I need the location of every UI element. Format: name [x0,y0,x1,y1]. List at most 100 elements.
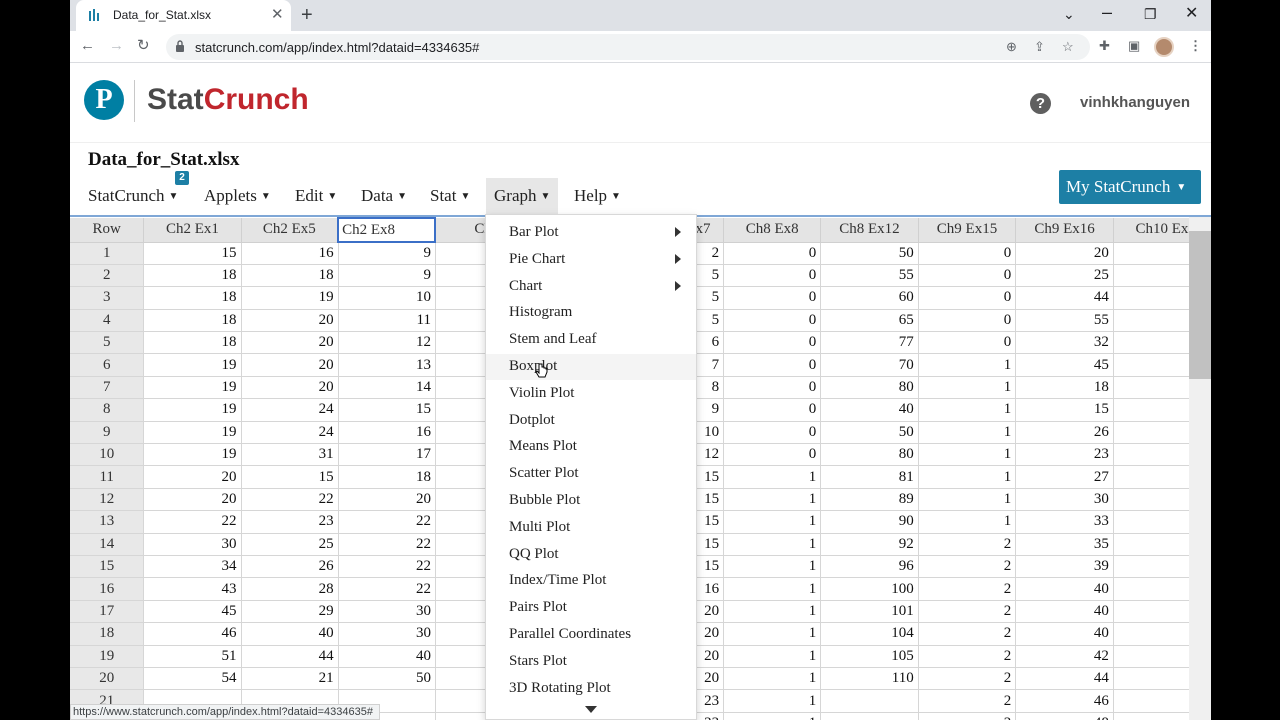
table-cell[interactable]: 0 [918,242,1017,265]
graph-menu-item[interactable]: Parallel Coordinates [486,622,696,648]
row-number[interactable]: 15 [70,555,145,579]
table-cell[interactable]: 89 [820,488,919,512]
table-cell[interactable]: 23 [673,712,725,720]
table-cell[interactable]: 20 [1015,242,1114,265]
graph-menu-item[interactable]: Pie Chart [486,247,696,273]
table-cell[interactable]: 40 [1015,577,1114,601]
table-cell[interactable]: 2 [918,689,1017,713]
table-cell[interactable]: 21 [241,667,339,691]
table-cell[interactable]: 65 [820,309,919,333]
table-cell[interactable]: 28 [241,577,339,601]
table-cell[interactable] [820,689,919,713]
table-cell[interactable]: 1 [723,555,822,579]
table-cell[interactable]: 18 [338,465,436,489]
menu-edit[interactable]: Edit ▼ [295,178,337,214]
column-header[interactable]: Ch8 Ex8 [723,218,822,243]
table-cell[interactable]: 1 [723,510,822,534]
table-cell[interactable]: 9 [338,264,436,288]
menu-statcrunch[interactable]: StatCrunch ▼ [88,178,178,214]
bookmark-star-icon[interactable]: ☆ [1062,39,1074,54]
table-cell[interactable]: 77 [820,331,919,355]
table-cell[interactable]: 80 [820,443,919,467]
graph-menu-item[interactable]: Dotplot [486,408,696,434]
row-number[interactable]: 9 [70,421,145,445]
table-cell[interactable]: 20 [338,488,436,512]
table-cell[interactable]: 30 [338,622,436,646]
table-cell[interactable]: 46 [143,622,242,646]
menu-applets[interactable]: Applets ▼ [204,178,271,214]
table-cell[interactable]: 16 [338,421,436,445]
table-cell[interactable]: 0 [918,331,1017,355]
table-cell[interactable]: 34 [143,555,242,579]
table-cell[interactable]: 30 [338,600,436,624]
menu-data[interactable]: Data ▼ [361,178,407,214]
scroll-more-down-icon[interactable] [585,706,597,713]
table-cell[interactable]: 30 [1015,488,1114,512]
graph-menu-item[interactable]: Stars Plot [486,649,696,675]
row-number[interactable]: 12 [70,488,145,512]
table-cell[interactable]: 19 [143,376,242,400]
table-cell[interactable]: 1 [918,421,1017,445]
row-number[interactable]: 14 [70,533,145,556]
table-cell[interactable]: 1 [723,645,822,668]
table-cell[interactable]: 19 [143,421,242,445]
row-number[interactable]: 20 [70,667,145,691]
table-cell[interactable]: 1 [723,667,822,691]
table-cell[interactable]: 35 [1015,533,1114,556]
table-cell[interactable]: 1 [723,689,822,713]
table-cell[interactable]: 1 [918,376,1017,400]
row-number[interactable]: 10 [70,443,145,467]
table-cell[interactable]: 2 [918,577,1017,601]
table-cell[interactable]: 44 [1015,667,1114,691]
table-cell[interactable]: 11 [338,309,436,333]
table-cell[interactable]: 40 [338,645,436,668]
table-cell[interactable]: 101 [820,600,919,624]
table-cell[interactable]: 15 [143,242,242,265]
forward-arrow-icon[interactable]: → [109,37,124,54]
new-tab-button[interactable]: + [301,4,313,26]
table-cell[interactable]: 13 [338,353,436,377]
row-number[interactable]: 6 [70,353,145,377]
table-cell[interactable]: 0 [723,242,822,265]
table-cell[interactable]: 18 [143,309,242,333]
table-cell[interactable]: 54 [143,667,242,691]
table-cell[interactable]: 2 [918,555,1017,579]
table-cell[interactable]: 45 [1015,353,1114,377]
table-cell[interactable]: 1 [723,600,822,624]
row-number[interactable]: 16 [70,577,145,601]
table-cell[interactable]: 20 [143,488,242,512]
table-cell[interactable]: 33 [1015,510,1114,534]
restore-icon[interactable]: ❐ [1144,6,1157,22]
table-cell[interactable]: 80 [820,376,919,400]
table-cell[interactable]: 25 [1015,264,1114,288]
graph-menu-item[interactable]: Index/Time Plot [486,568,696,594]
close-window-icon[interactable]: ✕ [1185,5,1199,22]
table-cell[interactable]: 1 [918,465,1017,489]
table-cell[interactable]: 31 [241,443,339,467]
table-cell[interactable]: 110 [820,667,919,691]
help-icon[interactable]: ? [1030,93,1051,114]
table-cell[interactable]: 0 [723,264,822,288]
table-cell[interactable]: 0 [918,309,1017,333]
table-cell[interactable]: 1 [723,533,822,556]
table-cell[interactable]: 43 [143,577,242,601]
table-cell[interactable]: 22 [338,555,436,579]
table-cell[interactable]: 10 [338,286,436,310]
table-cell[interactable]: 2 [918,622,1017,646]
table-cell[interactable]: 50 [820,242,919,265]
row-number[interactable]: 8 [70,398,145,422]
zoom-icon[interactable]: ⊕ [1006,39,1017,54]
table-cell[interactable]: 22 [338,533,436,556]
table-cell[interactable]: 50 [820,421,919,445]
table-cell[interactable]: 81 [820,465,919,489]
table-cell[interactable]: 50 [338,667,436,691]
table-cell[interactable]: 1 [918,353,1017,377]
table-cell[interactable]: 1 [723,488,822,512]
table-cell[interactable]: 20 [241,331,339,355]
table-cell[interactable]: 15 [1015,398,1114,422]
row-number[interactable]: 7 [70,376,145,400]
menu-stat[interactable]: Stat ▼ [430,178,470,214]
table-cell[interactable]: 22 [143,510,242,534]
table-cell[interactable]: 1 [723,712,822,720]
side-panel-icon[interactable]: ▣ [1128,38,1141,53]
